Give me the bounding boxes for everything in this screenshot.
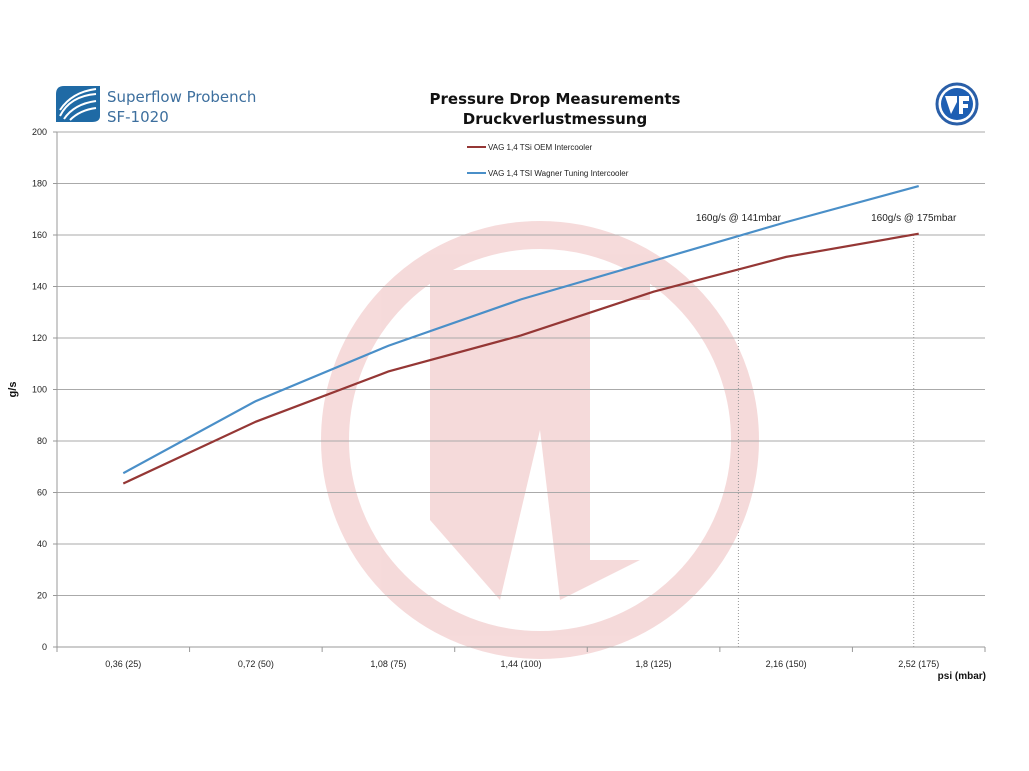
x-tick-label: 1,08 (75) xyxy=(370,659,406,669)
y-tick-label: 80 xyxy=(37,436,47,446)
superflow-logo xyxy=(56,86,100,122)
legend-label: VAG 1,4 TSi OEM Intercooler xyxy=(488,143,593,152)
y-tick-label: 100 xyxy=(32,385,47,395)
y-tick-label: 0 xyxy=(42,642,47,652)
annotation-label: 160g/s @ 141mbar xyxy=(696,213,782,224)
wagner-logo xyxy=(935,82,979,126)
chart-title-block: Pressure Drop Measurements Druckverlustm… xyxy=(400,89,710,129)
y-axis-label: g/s xyxy=(7,382,19,398)
y-tick-label: 40 xyxy=(37,539,47,549)
chart-subtitle: Druckverlustmessung xyxy=(462,110,648,128)
y-tick-label: 160 xyxy=(32,230,47,240)
x-tick-label: 0,36 (25) xyxy=(105,659,141,669)
chart-title: Pressure Drop Measurements xyxy=(429,90,681,108)
y-tick-label: 20 xyxy=(37,591,47,601)
x-tick-label: 2,52 (175) xyxy=(898,659,939,669)
y-tick-label: 200 xyxy=(32,127,47,137)
x-tick-label: 1,8 (125) xyxy=(636,659,672,669)
y-tick-label: 120 xyxy=(32,333,47,343)
y-tick-label: 60 xyxy=(37,488,47,498)
watermark-logo xyxy=(321,221,759,659)
brand-name: Superflow Probench xyxy=(107,88,257,106)
y-tick-label: 180 xyxy=(32,179,47,189)
brand-text: Superflow Probench SF-1020 xyxy=(107,87,256,127)
annotation-label: 160g/s @ 175mbar xyxy=(871,213,957,224)
x-tick-label: 2,16 (150) xyxy=(766,659,807,669)
y-tick-label: 140 xyxy=(32,282,47,292)
legend-label: VAG 1,4 TSI Wagner Tuning Intercooler xyxy=(488,169,629,178)
x-tick-label: 0,72 (50) xyxy=(238,659,274,669)
x-axis-label: psi (mbar) xyxy=(938,671,986,682)
x-tick-label: 1,44 (100) xyxy=(500,659,541,669)
brand-model: SF-1020 xyxy=(107,108,169,126)
